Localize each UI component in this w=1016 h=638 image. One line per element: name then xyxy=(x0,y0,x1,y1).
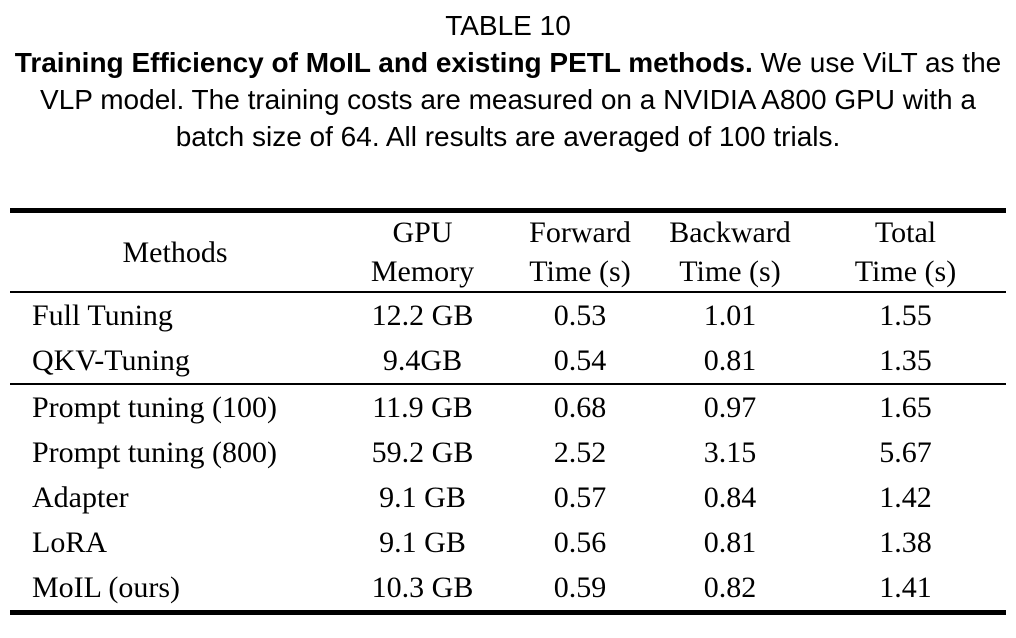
header-gpu-memory-line2: Memory xyxy=(370,255,475,288)
header-methods: Methods xyxy=(10,210,340,293)
table-caption: TABLE 10 Training Efficiency of MoIL and… xyxy=(4,0,1012,155)
cell-method: QKV-Tuning xyxy=(32,344,190,377)
cell-total-time: 1.41 xyxy=(879,571,932,604)
table-row: Prompt tuning (800) 59.2 GB 2.52 3.15 5.… xyxy=(10,430,1006,475)
cell-total-time: 1.35 xyxy=(879,344,932,377)
cell-total-time: 1.55 xyxy=(879,299,932,332)
cell-gpu-memory: 11.9 GB xyxy=(340,383,505,430)
table-header: Methods GPU Memory Forward Time (s) Back… xyxy=(10,210,1006,293)
cell-forward-time: 2.52 xyxy=(553,436,607,469)
cell-total-time: 5.67 xyxy=(879,436,932,469)
table-row: MoIL (ours) 10.3 GB 0.59 0.82 1.41 xyxy=(10,565,1006,613)
header-gpu-memory-line1: GPU xyxy=(392,216,453,249)
table-group-petl-methods: Prompt tuning (100) 11.9 GB 0.68 0.97 1.… xyxy=(10,383,1006,613)
cell-gpu-memory: 59.2 GB xyxy=(371,436,474,469)
cell-method: Prompt tuning (100) xyxy=(10,383,340,430)
cell-backward-time: 3.15 xyxy=(703,436,757,469)
cell-method: LoRA xyxy=(32,526,107,559)
cell-gpu-memory: 12.2 GB xyxy=(371,299,474,332)
table-row: Full Tuning 12.2 GB 0.53 1.01 1.55 xyxy=(10,292,1006,338)
table-row: QKV-Tuning 9.4GB 0.54 0.81 1.35 xyxy=(10,338,1006,384)
header-total-time-line2: Time (s) xyxy=(854,255,957,288)
cell-backward-time: 0.81 xyxy=(703,344,757,377)
cell-backward-time: 0.82 xyxy=(703,571,757,604)
caption-text: Training Efficiency of MoIL and existing… xyxy=(4,44,1012,155)
cell-forward-time: 0.53 xyxy=(553,299,607,332)
cell-backward-time: 0.81 xyxy=(703,526,757,559)
cell-total-time: 1.42 xyxy=(879,481,932,514)
cell-backward-time: 1.01 xyxy=(703,299,757,332)
table-group-baselines: Full Tuning 12.2 GB 0.53 1.01 1.55 QKV-T… xyxy=(10,292,1006,384)
cell-forward-time: 0.59 xyxy=(553,571,607,604)
caption-title: Training Efficiency of MoIL and existing… xyxy=(14,47,753,78)
cell-total-time: 1.38 xyxy=(879,526,932,559)
cell-gpu-memory: 10.3 GB xyxy=(371,571,474,604)
table-row: Prompt tuning (100) 11.9 GB 0.68 0.97 1.… xyxy=(10,383,1006,430)
header-backward-time: Backward Time (s) xyxy=(655,210,805,293)
cell-gpu-memory: 9.1 GB xyxy=(379,526,466,559)
cell-gpu-memory: 9.4GB xyxy=(382,344,463,377)
caption-description: We use ViLT as the VLP model. The traini… xyxy=(40,47,1002,152)
table-row: Adapter 9.1 GB 0.57 0.84 1.42 xyxy=(10,475,1006,520)
table-number: TABLE 10 xyxy=(445,10,571,41)
header-total-time-line1: Total xyxy=(874,216,937,249)
cell-forward-time: 0.54 xyxy=(553,344,607,377)
header-backward-time-line2: Time (s) xyxy=(679,255,781,288)
cell-forward-time: 0.56 xyxy=(553,526,607,559)
cell-method: Prompt tuning (800) xyxy=(32,436,277,469)
cell-backward-time: 0.97 xyxy=(655,383,805,430)
cell-forward-time: 0.68 xyxy=(505,383,655,430)
table-row: LoRA 9.1 GB 0.56 0.81 1.38 xyxy=(10,520,1006,565)
header-total-time: Total Time (s) xyxy=(805,210,1006,293)
cell-method: MoIL (ours) xyxy=(32,571,181,604)
header-gpu-memory: GPU Memory xyxy=(340,210,505,293)
cell-backward-time: 0.84 xyxy=(703,481,757,514)
header-backward-time-line1: Backward xyxy=(669,216,791,249)
header-row: Methods GPU Memory Forward Time (s) Back… xyxy=(10,210,1006,293)
cell-gpu-memory: 9.1 GB xyxy=(379,481,466,514)
header-forward-time-line2: Time (s) xyxy=(529,255,631,288)
cell-forward-time: 0.57 xyxy=(553,481,607,514)
header-forward-time-line1: Forward xyxy=(529,216,631,249)
cell-method: Adapter xyxy=(32,481,129,514)
cell-total-time: 1.65 xyxy=(805,383,1006,430)
cell-method: Full Tuning xyxy=(32,299,173,332)
header-forward-time: Forward Time (s) xyxy=(505,210,655,293)
training-efficiency-table: Methods GPU Memory Forward Time (s) Back… xyxy=(10,208,1006,615)
